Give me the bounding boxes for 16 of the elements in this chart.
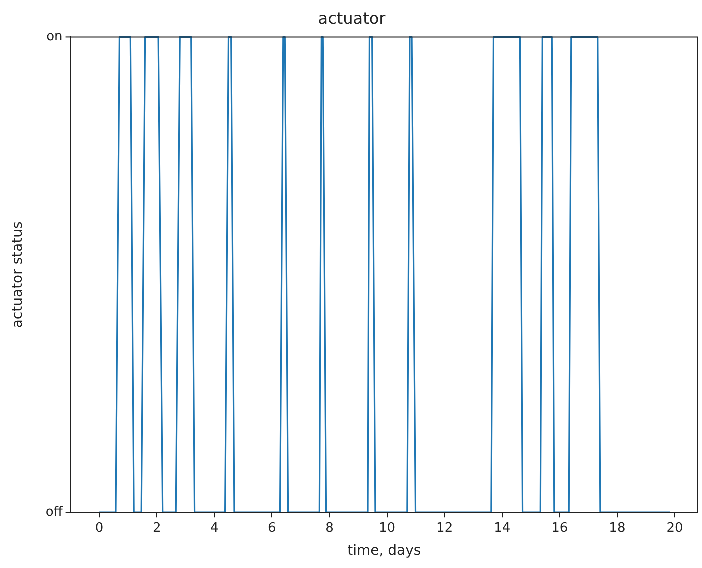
x-tick-label: 14 xyxy=(494,520,511,536)
x-tick-label: 8 xyxy=(326,520,334,536)
x-tick-label: 6 xyxy=(268,520,276,536)
x-tick-label: 10 xyxy=(379,520,396,536)
x-tick-label: 4 xyxy=(210,520,219,536)
x-tick-label: 18 xyxy=(609,520,626,536)
text: on xyxy=(46,30,63,45)
x-tick-label: 20 xyxy=(666,520,684,536)
x-axis-title: time, days xyxy=(348,543,422,560)
x-tick-label: 12 xyxy=(436,520,454,536)
x-tick-label: 0 xyxy=(95,520,104,536)
x-tick-label: 16 xyxy=(552,520,568,536)
text: off xyxy=(46,504,64,520)
x-tick-label: 2 xyxy=(152,520,162,536)
chart-title: actuator xyxy=(318,8,386,28)
y-axis-title: actuator status xyxy=(10,222,26,328)
